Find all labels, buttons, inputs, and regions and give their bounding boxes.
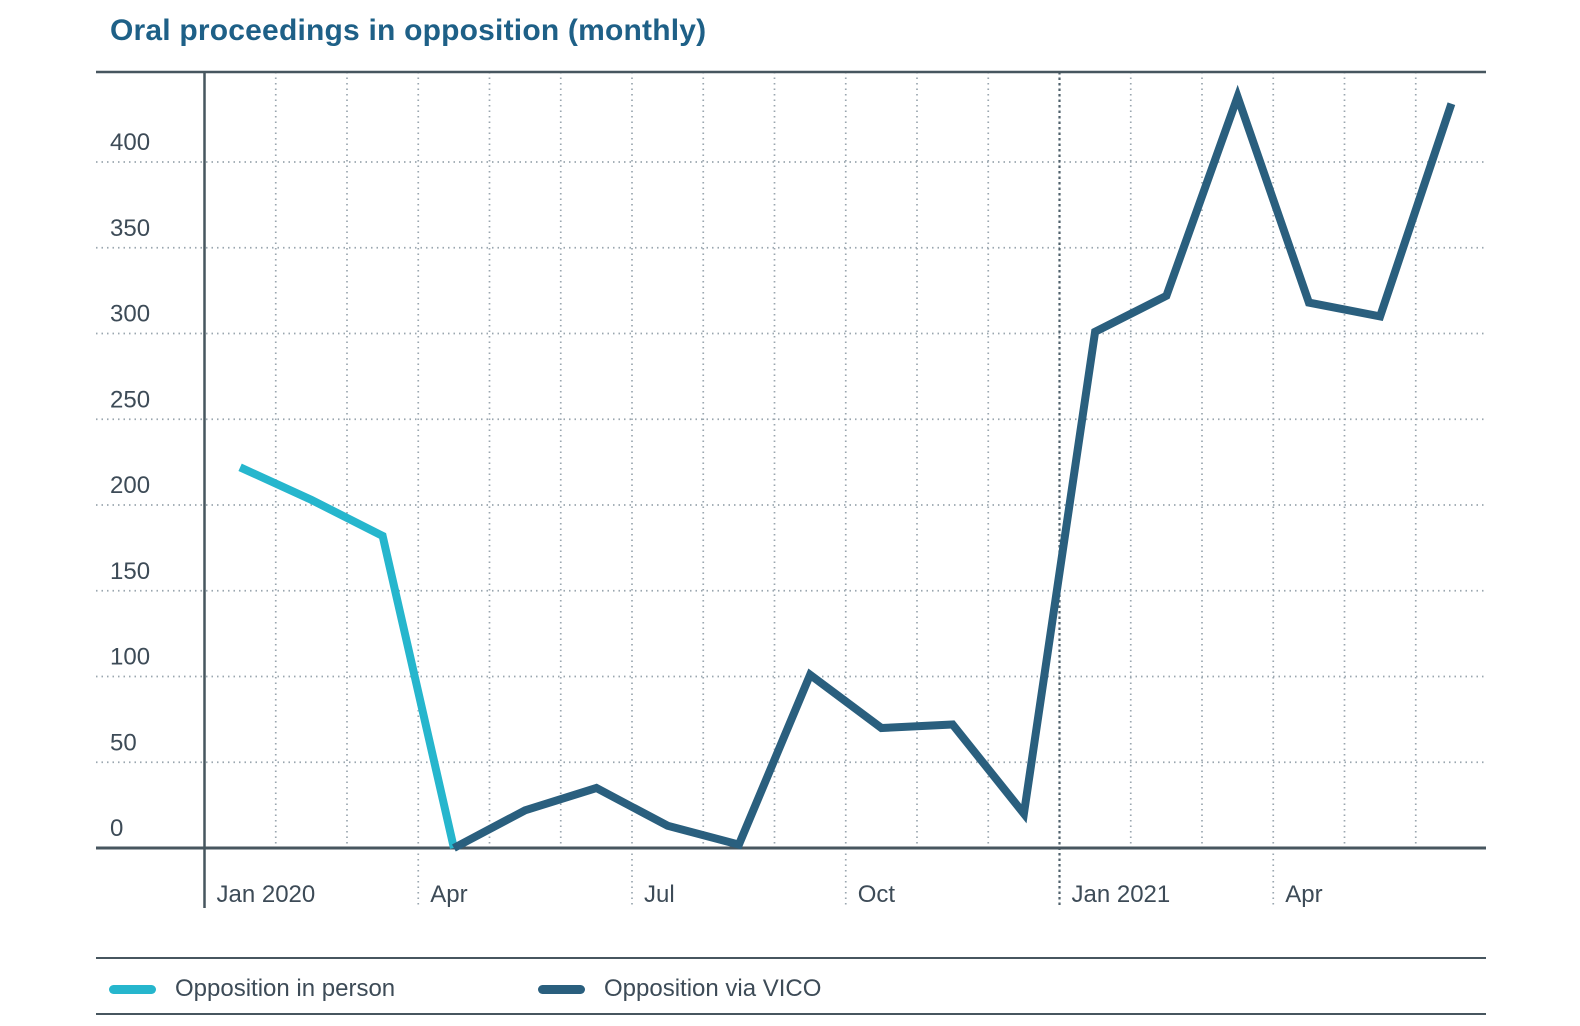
x-tick-label: Jan 2020 [217,881,316,908]
legend-bottom-rule [96,1013,1486,1015]
y-tick-label: 50 [110,729,137,756]
y-tick-label: 350 [110,215,150,242]
y-tick-label: 300 [110,301,150,328]
y-tick-label: 150 [110,558,150,585]
y-tick-label: 200 [110,472,150,499]
x-tick-label: Oct [858,881,896,908]
y-tick-label: 0 [110,815,123,842]
x-tick-label: Apr [1285,881,1322,908]
series-line-in-person [238,463,458,849]
y-tick-label: 250 [110,386,150,413]
legend-label-vico: Opposition via VICO [604,975,822,1002]
legend-item-in-person: Opposition in person [109,974,395,1004]
legend-top-rule [96,957,1486,959]
vico-line-swatch-icon [538,984,585,994]
y-tick-label: 100 [110,644,150,671]
legend-label-in-person: Opposition in person [175,975,396,1002]
legend-item-vico: Opposition via VICO [538,974,821,1004]
y-tick-label: 400 [110,129,150,156]
x-tick-label: Apr [430,881,467,908]
chart-title: Oral proceedings in opposition (monthly) [110,14,707,47]
x-tick-label: Jul [644,881,675,908]
in-person-line-swatch-icon [109,984,156,994]
x-tick-label: Jan 2021 [1072,881,1171,908]
series-line-vico [452,84,1456,852]
